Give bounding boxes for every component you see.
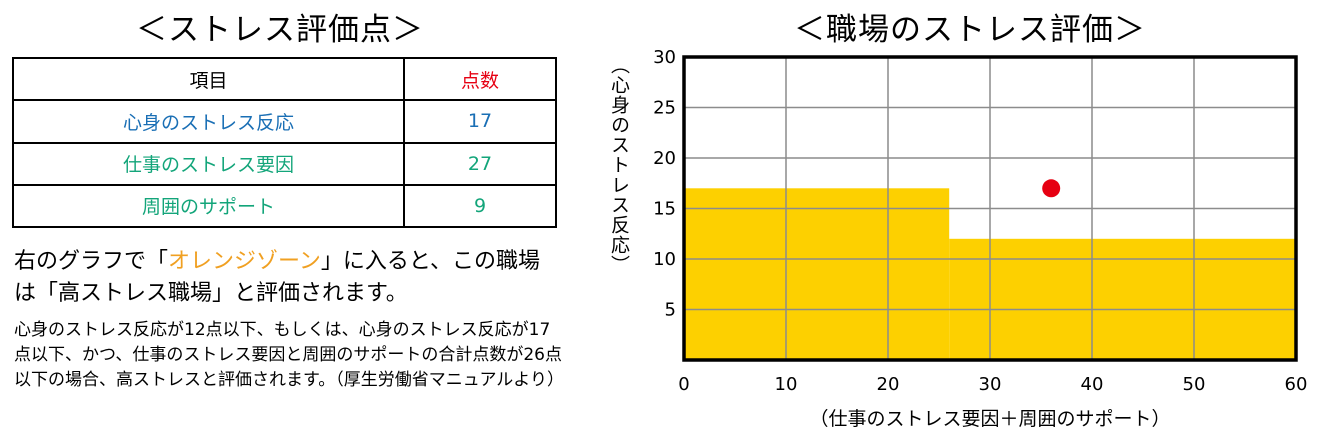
- x-tick-label: 50: [1183, 374, 1206, 395]
- high-stress-zone-2: [949, 238, 1296, 360]
- y-tick-label: 25: [653, 98, 676, 119]
- high-stress-zone-1: [684, 188, 950, 360]
- orange-zone-text: オレンジゾーン: [168, 249, 321, 274]
- y-tick-label: 30: [653, 47, 676, 68]
- y-tick-label: 15: [653, 199, 676, 220]
- x-tick-label: 20: [877, 374, 900, 395]
- row-score-support: 9: [403, 183, 557, 229]
- table-row: 周囲のサポート 9: [12, 183, 557, 229]
- criteria-note: 心身のストレス反応が12点以下、もしくは、心身のストレス反応が17点以下、かつ、…: [14, 320, 564, 390]
- header-item: 項目: [12, 56, 405, 102]
- row-score-mental-reaction: 17: [403, 99, 557, 144]
- row-label-support: 周囲のサポート: [12, 183, 405, 229]
- plot-frame: [682, 55, 1298, 362]
- stress-score-title: ＜ストレス評価点＞: [136, 12, 424, 48]
- y-tick-label: 5: [665, 300, 676, 321]
- chart-title: ＜職場のストレス評価＞: [794, 12, 1146, 48]
- y-tick-label: 10: [653, 249, 676, 270]
- stress-score-table: 項目 点数 心身のストレス反応 17 仕事のストレス要因 27 周囲のサポート …: [12, 56, 557, 229]
- desc-prefix: 右のグラフで「: [14, 249, 169, 274]
- row-label-work-stressor: 仕事のストレス要因: [12, 141, 405, 186]
- row-label-mental-reaction: 心身のストレス反応: [12, 99, 405, 144]
- x-tick-label: 0: [678, 374, 689, 395]
- y-axis-label: （心身のストレス反応）: [608, 55, 630, 275]
- table-row: 仕事のストレス要因 27: [12, 141, 557, 186]
- desc-suffix: 」に入ると、この職場は「高ストレス職場」と評価されます。: [14, 249, 541, 306]
- x-tick-label: 40: [1081, 374, 1104, 395]
- high-stress-description: 右のグラフで「オレンジゾーン」に入ると、この職場は「高ストレス職場」と評価されま…: [14, 246, 562, 310]
- y-tick-label: 20: [653, 148, 676, 169]
- x-tick-label: 10: [775, 374, 798, 395]
- x-tick-label: 30: [979, 374, 1002, 395]
- x-tick-label: 60: [1285, 374, 1308, 395]
- row-score-work-stressor: 27: [403, 141, 557, 186]
- workplace-score-point: [1042, 179, 1061, 198]
- stress-evaluation-chart: 0 10 20 30 40 50 60 5 10 15 20 25 30: [653, 47, 1308, 395]
- table-row: 心身のストレス反応 17: [12, 99, 557, 144]
- header-score: 点数: [403, 56, 557, 102]
- x-axis-label: （仕事のストレス要因＋周囲のサポート）: [809, 408, 1171, 430]
- table-header-row: 項目 点数: [12, 56, 557, 102]
